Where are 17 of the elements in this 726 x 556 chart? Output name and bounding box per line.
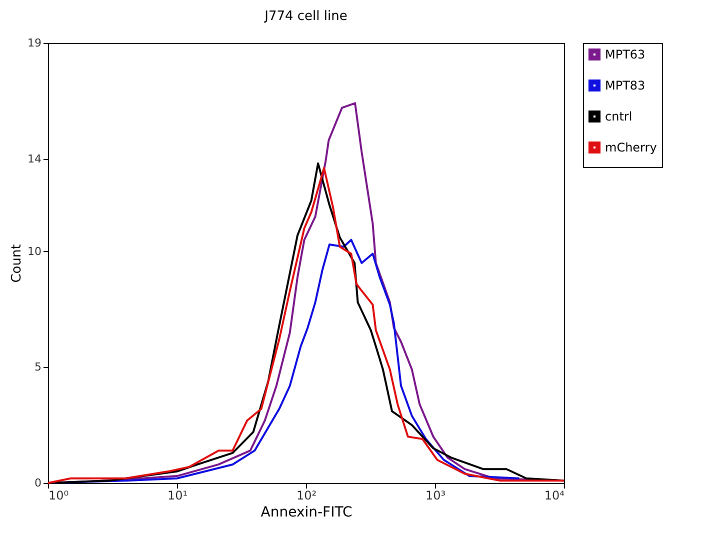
y-tick-label: 0 <box>34 476 42 490</box>
legend-label: mCherry <box>605 140 657 154</box>
legend-label: cntrl <box>605 110 632 124</box>
x-tick-label: 10⁰ <box>48 488 69 502</box>
x-tick-label: 10⁴ <box>544 488 565 502</box>
chart-title: J774 cell line <box>264 9 348 24</box>
x-tick-label: 10² <box>296 488 317 502</box>
y-tick-label: 10 <box>28 244 42 258</box>
x-tick-label: 10¹ <box>167 488 188 502</box>
legend-label: MPT83 <box>605 78 646 92</box>
y-tick-label: 5 <box>34 360 42 374</box>
x-tick-label: 10³ <box>425 488 446 502</box>
y-axis-title: Count <box>10 244 25 283</box>
y-tick-label: 19 <box>28 36 42 50</box>
x-axis-title: Annexin-FITC <box>260 504 352 520</box>
y-tick-label: 14 <box>28 152 42 166</box>
legend-label: MPT63 <box>605 48 646 62</box>
